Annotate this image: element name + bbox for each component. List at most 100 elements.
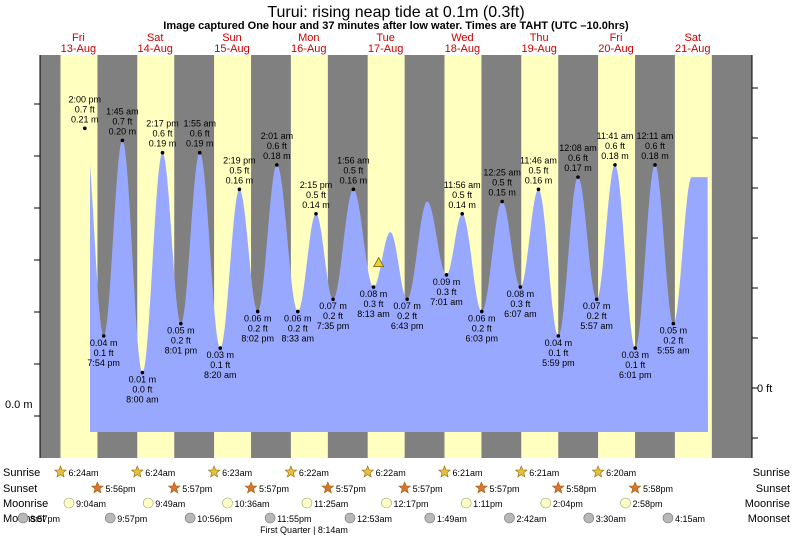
sunset-time: 5:57pm bbox=[259, 484, 289, 494]
tide-extreme-point bbox=[197, 150, 202, 155]
sunrise-row-label-left: Sunrise bbox=[3, 467, 40, 479]
tide-point-label: 0.03 m bbox=[206, 350, 234, 360]
tide-point-label: 7:54 pm bbox=[87, 358, 120, 368]
tide-point-label: 0.6 ft bbox=[605, 141, 626, 151]
tide-extreme-point bbox=[594, 297, 599, 302]
moonset-icon bbox=[504, 512, 515, 524]
sunset-time: 5:58pm bbox=[643, 484, 673, 494]
sunset-row-label-right: Sunset bbox=[756, 483, 790, 495]
tide-point-label: 0.01 m bbox=[129, 375, 157, 385]
sunset-time: 5:56pm bbox=[105, 484, 135, 494]
sunset-icon bbox=[244, 481, 258, 494]
day-name: Sat bbox=[685, 32, 702, 44]
sunset-row-label-left: Sunset bbox=[3, 483, 37, 495]
tide-point-label: 0.17 m bbox=[564, 163, 592, 173]
tide-extreme-point bbox=[500, 199, 504, 204]
tide-point-label: 0.08 m bbox=[360, 289, 388, 299]
tide-point-label: 0.04 m bbox=[90, 338, 118, 348]
tide-extreme-point bbox=[140, 370, 145, 375]
tide-extreme-point bbox=[295, 309, 300, 314]
day-name: Fri bbox=[610, 32, 623, 44]
tide-extreme-point bbox=[179, 321, 183, 326]
tide-extreme-point bbox=[275, 163, 279, 167]
moonset-time: 9:57pm bbox=[117, 514, 147, 524]
tide-points: 2:00 pm0.7 ft0.21 m0.04 m0.1 ft7:54 pm1:… bbox=[69, 94, 690, 404]
tide-point-label: 1:55 am bbox=[183, 119, 216, 129]
tide-point-label: 0.7 ft bbox=[112, 116, 133, 126]
sunset-icon bbox=[167, 481, 181, 494]
sunset-time: 5:58pm bbox=[566, 484, 596, 494]
tide-point-label: 6:01 pm bbox=[619, 370, 652, 380]
tide-point-label: 0.05 m bbox=[167, 326, 195, 336]
sunrise-time: 6:21am bbox=[452, 468, 482, 478]
tide-water-area bbox=[90, 140, 708, 432]
moonrise-icon bbox=[540, 497, 552, 509]
sunrise-icon bbox=[284, 465, 298, 478]
current-level-triangle bbox=[373, 256, 385, 268]
tide-point-label: 0.07 m bbox=[583, 301, 611, 311]
tide-point-label: 0.18 m bbox=[641, 151, 669, 161]
moonrise-icon bbox=[63, 497, 75, 509]
tide-point-label: 0.5 ft bbox=[452, 190, 473, 200]
moonset-row-label-right: Moonset bbox=[748, 513, 790, 525]
tide-point-label: 0.08 m bbox=[507, 289, 535, 299]
tide-extreme-point bbox=[160, 150, 165, 155]
chart-subtitle: Image captured One hour and 37 minutes a… bbox=[163, 20, 629, 32]
tide-point-label: 6:07 am bbox=[504, 309, 537, 319]
moonset-time: 11:55pm bbox=[277, 514, 311, 524]
sunrise-time: 6:23am bbox=[222, 468, 252, 478]
tide-point-label: 0.5 ft bbox=[528, 165, 549, 175]
tide-point-label: 12:11 am bbox=[637, 131, 674, 141]
tide-point-label: 0.5 ft bbox=[343, 165, 364, 175]
tide-point-label: 0.5 ft bbox=[229, 165, 250, 175]
tide-extreme-point bbox=[120, 138, 125, 143]
moonset-icon bbox=[662, 512, 674, 524]
tide-point-label: 0.2 ft bbox=[663, 336, 684, 346]
moonrise-time: 12:17pm bbox=[393, 499, 428, 509]
day-name: Tue bbox=[376, 32, 395, 44]
sunrise-icon bbox=[130, 465, 144, 478]
tide-point-label: 0.7 ft bbox=[75, 104, 96, 114]
axis-ticks bbox=[34, 87, 758, 439]
sunset-icon bbox=[398, 481, 412, 494]
tide-point-label: 0.04 m bbox=[545, 338, 573, 348]
tide-point-label: 0.5 ft bbox=[492, 178, 513, 188]
tide-extreme-point bbox=[444, 273, 449, 277]
moonrise-time: 9:04am bbox=[76, 499, 106, 509]
moonrise-icon bbox=[381, 497, 392, 509]
day-date: 13-Aug bbox=[61, 43, 96, 55]
moonrise-time: 9:49am bbox=[155, 499, 185, 509]
tide-extreme-point bbox=[371, 285, 376, 289]
moonset-time: 8:57pm bbox=[30, 514, 60, 524]
sunset-icon bbox=[474, 481, 488, 494]
tide-point-label: 2:17 pm bbox=[146, 119, 179, 129]
day-date: 16-Aug bbox=[291, 43, 326, 55]
tide-point-label: 0.19 m bbox=[149, 139, 177, 149]
tide-point-label: 5:59 pm bbox=[542, 358, 575, 368]
tide-extreme-point bbox=[218, 346, 223, 350]
tide-point-label: 0.2 ft bbox=[323, 311, 344, 321]
tide-point-label: 0.18 m bbox=[601, 151, 629, 161]
sunset-icon bbox=[628, 481, 642, 494]
tide-point-label: 0.2 ft bbox=[587, 311, 608, 321]
day-name: Mon bbox=[298, 32, 319, 44]
sunrise-time: 6:22am bbox=[299, 468, 329, 478]
tide-point-label: 0.3 ft bbox=[510, 299, 531, 309]
tide-point-label: 0.1 ft bbox=[548, 348, 569, 358]
moonset-icon bbox=[184, 512, 196, 524]
tide-point-label: 0.6 ft bbox=[190, 129, 211, 139]
moonset-time: 3:30am bbox=[596, 514, 626, 524]
sunrise-icon bbox=[54, 465, 67, 478]
tide-point-label: 0.1 ft bbox=[94, 348, 115, 358]
moonset-icon bbox=[583, 512, 595, 524]
moonset-time: 4:15am bbox=[675, 514, 705, 524]
moon-phase-label: First Quarter | 8:14am bbox=[260, 525, 348, 535]
day-date: 14-Aug bbox=[137, 43, 172, 55]
tide-point-label: 0.2 ft bbox=[472, 323, 493, 333]
moonrise-icon bbox=[142, 497, 154, 509]
tide-point-label: 0.05 m bbox=[660, 326, 688, 336]
y-axis-right-label: 0 ft bbox=[757, 383, 772, 395]
moonrise-row-label-right: Moonrise bbox=[745, 498, 790, 510]
sunset-icon bbox=[90, 481, 104, 494]
